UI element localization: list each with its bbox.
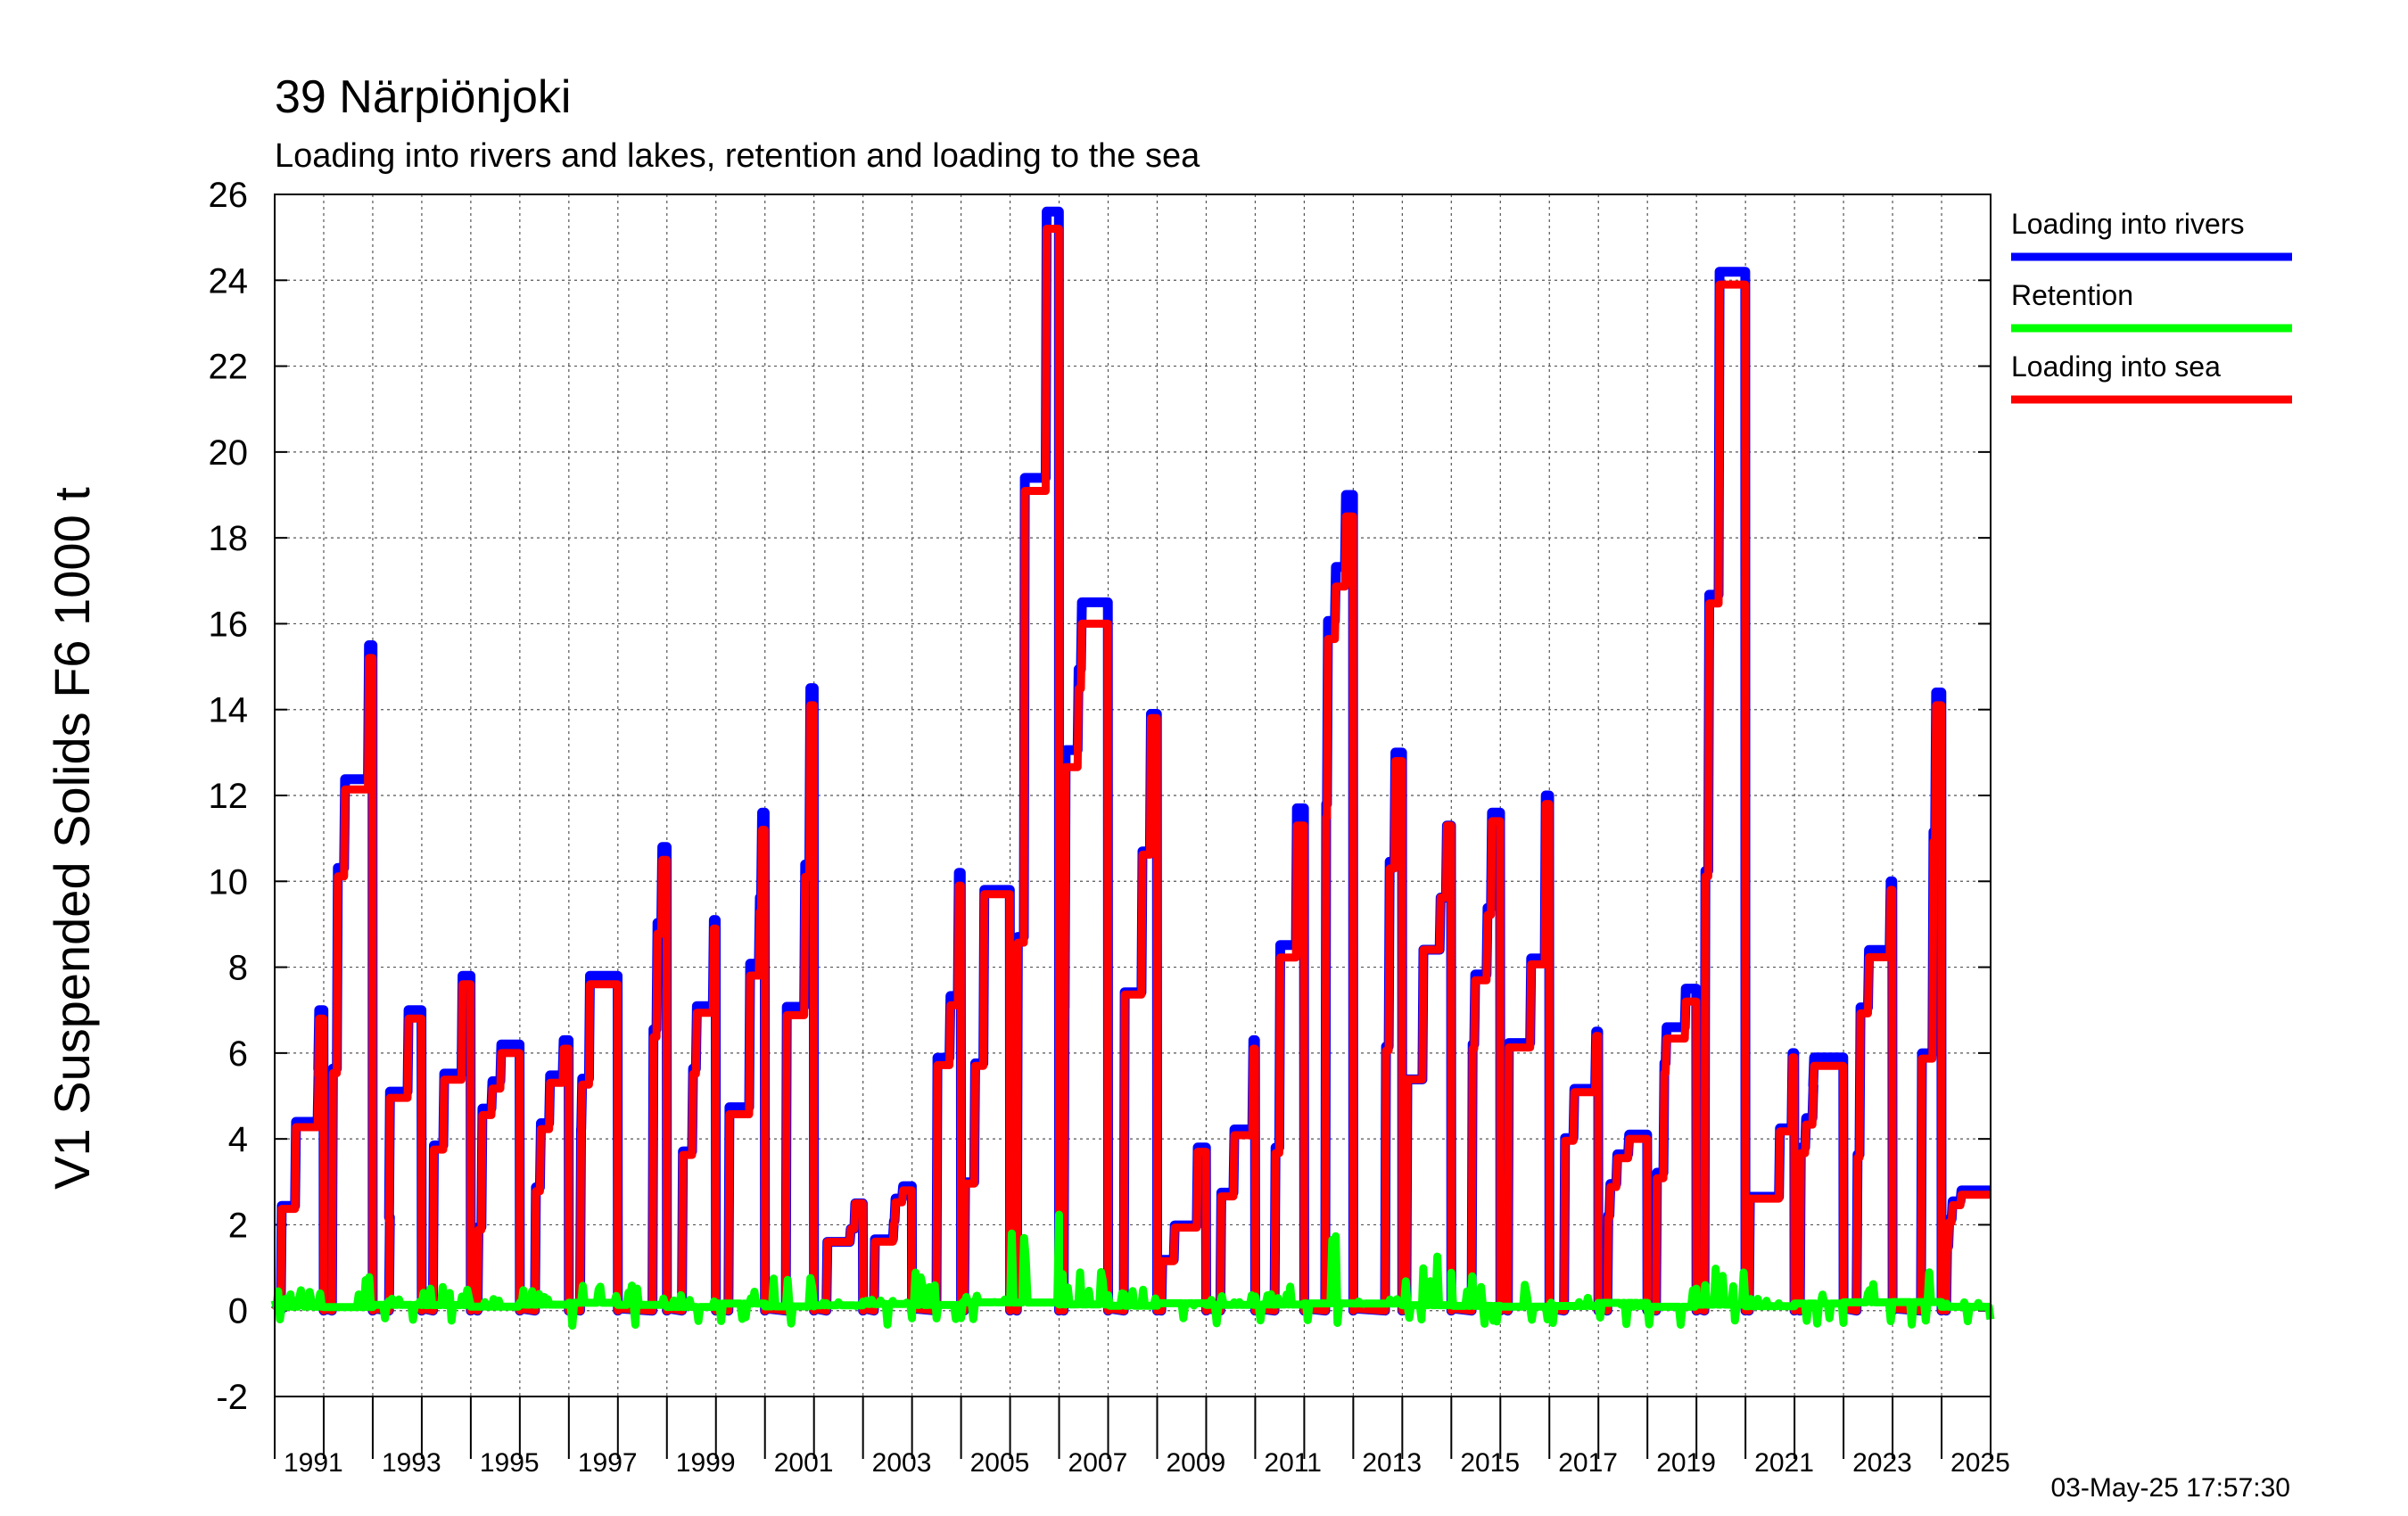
series-line-loading-into-sea xyxy=(271,225,1991,1315)
legend-label: Loading into rivers xyxy=(2011,208,2244,240)
y-tick-label: 6 xyxy=(228,1034,248,1074)
y-axis-label: V1 Suspended Solids F6 1000 t xyxy=(44,487,100,1190)
y-tick-label: 22 xyxy=(209,348,249,387)
x-tick-label: 2023 xyxy=(1852,1448,1912,1478)
x-tick-label: 2007 xyxy=(1068,1448,1128,1478)
series-group xyxy=(270,206,1995,1331)
x-tick-label: 1993 xyxy=(382,1448,441,1478)
chart-subtitle: Loading into rivers and lakes, retention… xyxy=(275,137,1200,175)
chart-title: 39 Närpiönjoki xyxy=(275,71,571,123)
x-tick-label: 2003 xyxy=(872,1448,932,1478)
series-line-loading-into-rivers xyxy=(270,206,1991,1316)
x-tick-label: 2011 xyxy=(1264,1448,1322,1478)
plot-frame xyxy=(274,194,1992,1397)
x-tick-label: 2009 xyxy=(1166,1448,1225,1478)
y-tick-label: 26 xyxy=(209,176,249,215)
x-tick-label: 2025 xyxy=(1950,1448,2010,1478)
y-tick-label: 16 xyxy=(209,605,249,644)
x-axis: 1991 1993 1995 1997 1999 2001 2003 2005 2007 2009… xyxy=(274,1397,2010,1478)
timestamp: 03-May-25 17:57:30 xyxy=(2050,1473,2290,1503)
y-tick-label: -2 xyxy=(216,1378,248,1417)
x-tick-label: 1997 xyxy=(578,1448,638,1478)
x-tick-label: 2015 xyxy=(1460,1448,1520,1478)
legend: Loading into rivers Retention Loading into… xyxy=(2011,208,2292,404)
y-tick-label: 24 xyxy=(209,261,249,301)
y-tick-label: 4 xyxy=(228,1120,248,1159)
y-tick-label: 2 xyxy=(228,1206,248,1245)
legend-label: Loading into sea xyxy=(2011,350,2221,383)
y-tick-label: 12 xyxy=(209,777,249,816)
x-tick-label: 2017 xyxy=(1558,1448,1618,1478)
x-tick-label: 2021 xyxy=(1754,1448,1814,1478)
y-tick-label: 0 xyxy=(228,1292,248,1331)
x-tick-label: 2013 xyxy=(1362,1448,1422,1478)
y-tick-label: 20 xyxy=(209,433,249,473)
x-tick-label: 1995 xyxy=(480,1448,540,1478)
x-tick-label: 2001 xyxy=(774,1448,834,1478)
y-tick-label: 10 xyxy=(209,862,249,902)
series-line-retention xyxy=(270,1210,1995,1331)
x-tick-label: 1999 xyxy=(676,1448,736,1478)
y-tick-label: 18 xyxy=(209,519,249,558)
y-tick-label: 14 xyxy=(209,691,249,730)
x-tick-label: 2019 xyxy=(1656,1448,1716,1478)
y-tick-label: 8 xyxy=(228,949,248,988)
x-tick-label: 1991 xyxy=(284,1448,343,1478)
x-tick-label: 2005 xyxy=(970,1448,1030,1478)
legend-label: Retention xyxy=(2011,279,2133,311)
